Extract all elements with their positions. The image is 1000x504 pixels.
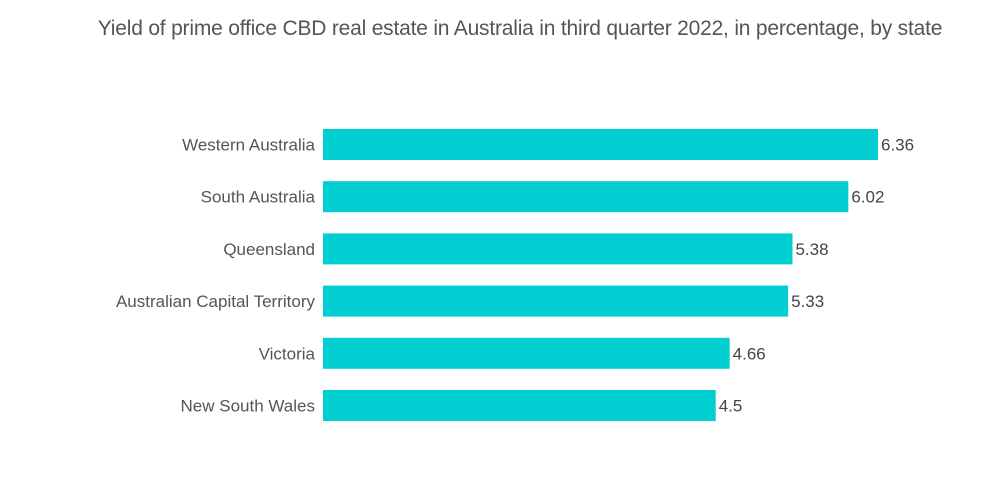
value-label: 5.38: [795, 240, 828, 259]
category-label: Queensland: [223, 240, 315, 259]
category-label: South Australia: [201, 188, 316, 207]
bar: [323, 285, 789, 317]
value-label: 4.66: [733, 344, 766, 363]
bar: [323, 233, 793, 265]
bar: [323, 390, 716, 421]
value-label: 5.33: [791, 292, 824, 311]
bar: [323, 181, 849, 213]
category-label: New South Wales: [181, 397, 315, 416]
chart-title: Yield of prime office CBD real estate in…: [97, 17, 943, 40]
category-label: Victoria: [259, 344, 316, 363]
value-label: 6.36: [881, 136, 914, 155]
bar: [323, 129, 878, 160]
bar: [323, 337, 730, 369]
category-label: Australian Capital Territory: [116, 292, 316, 311]
value-label: 6.02: [851, 188, 884, 207]
category-label: Western Australia: [182, 136, 315, 155]
value-label: 4.5: [719, 397, 743, 416]
